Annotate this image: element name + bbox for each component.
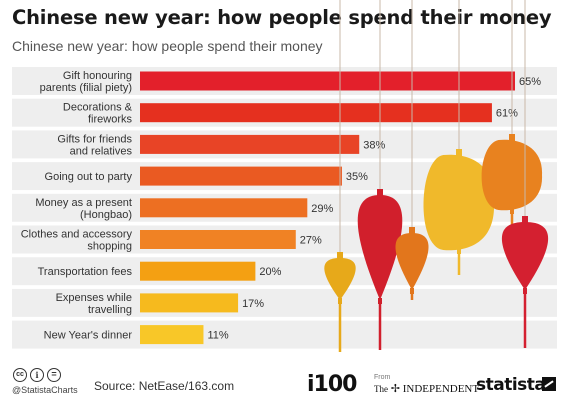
lantern (324, 0, 356, 352)
lantern-bottom-cap (457, 248, 461, 254)
chart-subtitle: Chinese new year: how people spend their… (12, 38, 323, 54)
lantern-body (395, 233, 429, 290)
info-icon[interactable]: i (30, 368, 44, 382)
lantern (481, 0, 543, 228)
value-label: 38% (363, 139, 385, 151)
lantern-body (324, 258, 356, 300)
lantern-cap (377, 189, 383, 196)
value-label: 11% (207, 330, 228, 342)
bar (140, 198, 308, 218)
category-label: (Hongbao) (80, 209, 132, 221)
lantern-bottom-cap (338, 298, 342, 304)
row-background (12, 320, 557, 349)
statista-logo[interactable]: statista (476, 375, 546, 395)
source-note: Source: NetEase/163.com (94, 379, 235, 393)
lantern-cap (509, 134, 515, 141)
bar (140, 103, 492, 123)
lantern (501, 0, 549, 348)
footer (0, 364, 564, 402)
category-label: Gifts for friends (57, 133, 132, 145)
i100-logo-text: i100 (307, 372, 357, 397)
value-label: 29% (311, 203, 333, 215)
lantern-bottom-cap (410, 288, 414, 294)
value-label: 65% (519, 76, 541, 88)
lantern (423, 0, 495, 275)
category-label: fireworks (88, 114, 133, 126)
value-label: 61% (496, 108, 518, 120)
bar (140, 134, 360, 154)
lantern (395, 0, 429, 300)
row-background (12, 257, 557, 286)
independent-the: The (374, 384, 388, 394)
bar (140, 293, 239, 313)
independent-name: INDEPENDENT (402, 383, 480, 395)
row-background (12, 288, 557, 317)
twitter-handle[interactable]: @StatistaCharts (12, 385, 78, 395)
lantern-cap (456, 149, 462, 156)
lantern-body (501, 222, 549, 290)
i100-logo[interactable]: i100 (307, 372, 357, 397)
lantern-cap (409, 227, 415, 234)
category-label: Money as a present (35, 197, 132, 209)
bars (140, 71, 515, 345)
value-label: 35% (346, 171, 368, 183)
lantern-cap (337, 252, 343, 259)
creative-commons-icon[interactable]: cc (13, 368, 27, 382)
bar (140, 230, 296, 249)
category-label: Expenses while (56, 292, 132, 304)
value-label: 20% (259, 266, 281, 278)
chart-title: Chinese new year: how people spend their… (12, 6, 552, 29)
lantern-body (481, 139, 543, 211)
bar (140, 325, 204, 345)
category-label: Decorations & (63, 102, 133, 114)
category-label: parents (filial piety) (40, 82, 132, 94)
from-label: From (374, 374, 391, 381)
category-label: Gift honouring (63, 70, 132, 82)
no-derivatives-icon[interactable]: = (47, 368, 61, 382)
category-label: New Year's dinner (44, 330, 133, 342)
lantern-body (357, 195, 403, 300)
lantern-bottom-cap (523, 288, 527, 294)
lantern-body (423, 154, 495, 251)
category-label: and relatives (70, 145, 133, 157)
bar (140, 261, 256, 281)
value-label: 27% (300, 235, 322, 247)
lantern (357, 0, 403, 350)
independent-logo[interactable]: The ✢ INDEPENDENT (374, 383, 480, 395)
lantern-decoration (324, 0, 549, 352)
lantern-bottom-cap (510, 208, 514, 214)
category-label: Going out to party (45, 171, 133, 183)
category-label: Clothes and accessory (21, 229, 133, 241)
bar (140, 166, 342, 186)
value-label: 17% (242, 298, 264, 310)
category-label: Transportation fees (38, 266, 133, 278)
lantern-cap (522, 216, 528, 223)
category-label: travelling (88, 304, 132, 316)
category-label: shopping (87, 241, 132, 253)
lantern-bottom-cap (378, 298, 382, 304)
bar (140, 71, 515, 91)
statista-mark-icon (542, 377, 556, 391)
